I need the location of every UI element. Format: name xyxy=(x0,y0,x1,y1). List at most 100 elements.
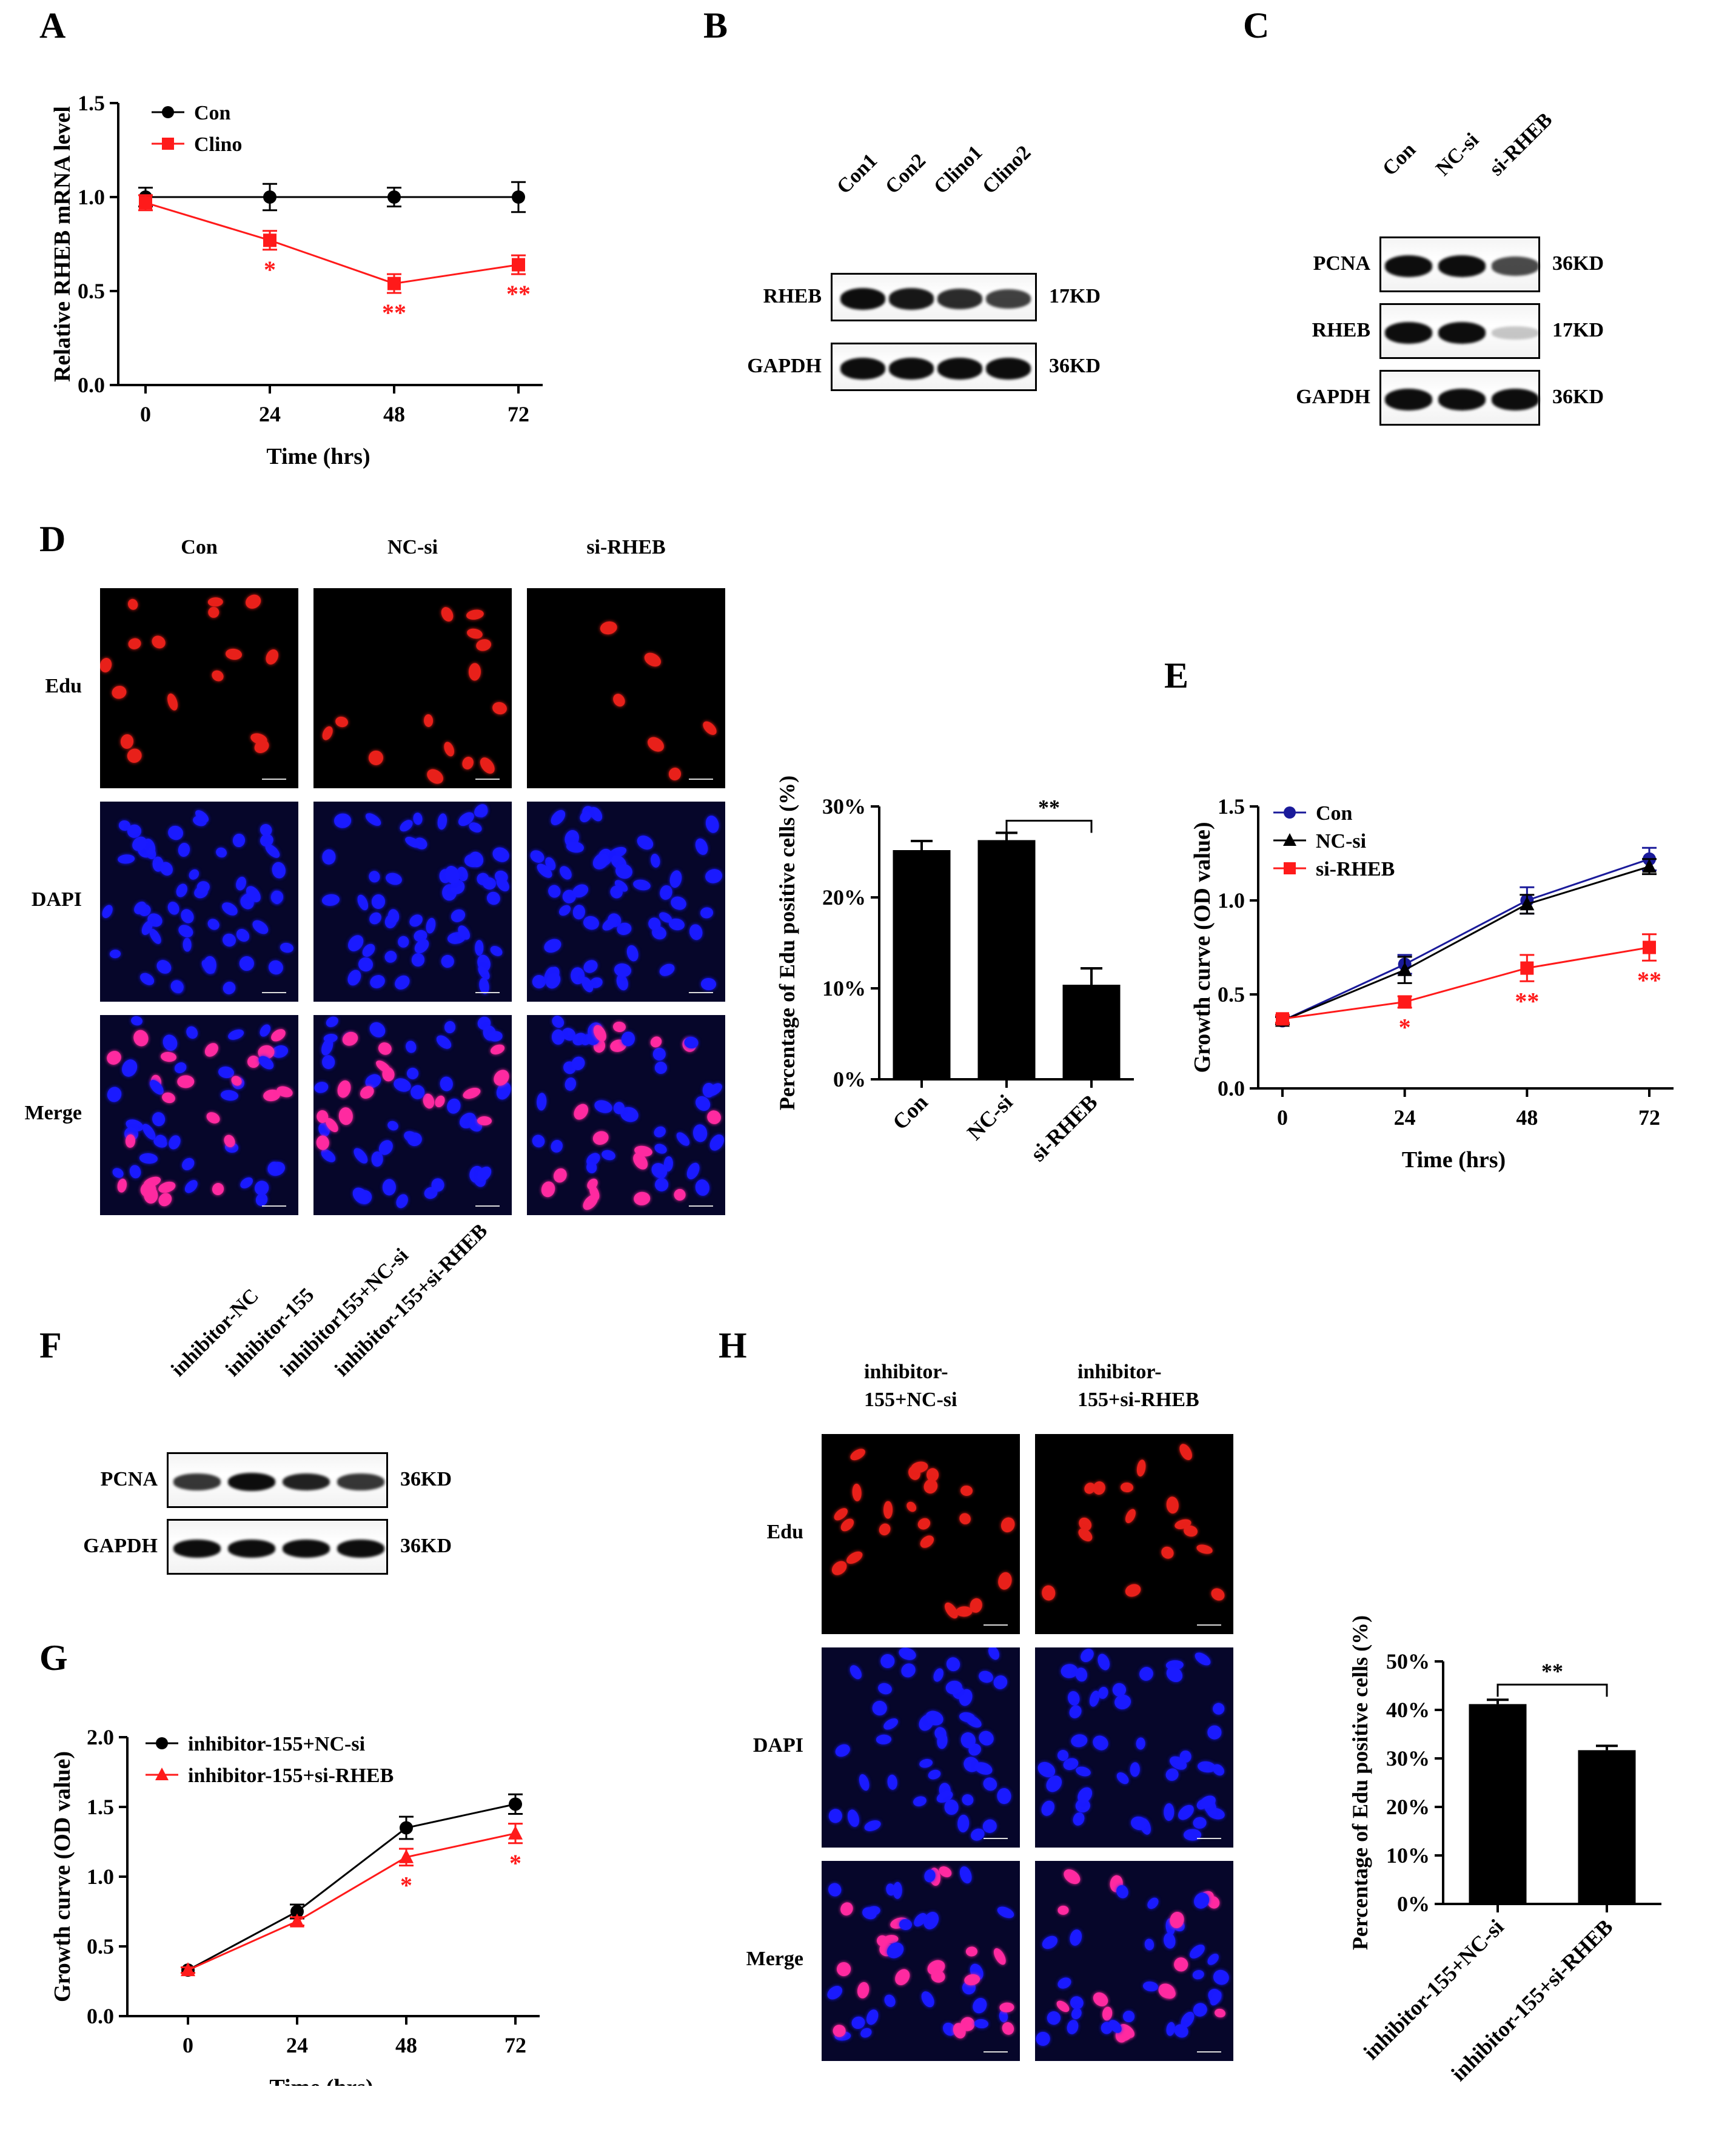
data-point xyxy=(512,190,525,204)
cell-nucleus xyxy=(548,807,568,828)
row-label: DAPI xyxy=(31,888,82,911)
cell-nucleus xyxy=(704,1107,724,1127)
y-tick-label: 2.0 xyxy=(87,1725,114,1749)
chart-h-bar: 0% 10% 20% 30% 40% 50% Percentage of Edu posit… xyxy=(1348,1615,1661,2086)
significance-mark: ** xyxy=(1637,967,1661,994)
cell-nucleus xyxy=(1158,1544,1176,1561)
protein-band xyxy=(1492,389,1539,411)
data-point xyxy=(1642,859,1657,873)
panel-label-e: E xyxy=(1164,655,1189,695)
series-line xyxy=(187,1803,516,1971)
x-tick-label: 48 xyxy=(1516,1105,1538,1130)
cell-nucleus xyxy=(490,845,512,865)
x-tick-label: si-RHEB xyxy=(1026,1090,1102,1166)
legend-label: Con xyxy=(194,102,231,124)
cell-nucleus xyxy=(1095,1652,1113,1672)
cell-nucleus xyxy=(1207,1725,1222,1740)
y-axis-label: Relative RHEB mRNA level xyxy=(50,106,75,382)
micrograph-merge xyxy=(1035,1861,1233,2061)
cell-nucleus xyxy=(1164,1803,1175,1821)
cell-nucleus xyxy=(335,1079,353,1100)
cell-nucleus xyxy=(980,1775,1000,1794)
cell-nucleus xyxy=(434,1033,454,1052)
cell-nucleus xyxy=(384,871,403,887)
scale-bar xyxy=(475,1205,500,1207)
cell-nucleus xyxy=(652,1048,666,1061)
blot-strip xyxy=(831,273,1037,321)
y-tick-label: 1.5 xyxy=(1218,794,1245,819)
protein-band xyxy=(1492,256,1539,276)
cell-nucleus xyxy=(344,967,364,988)
cell-nucleus xyxy=(321,849,336,865)
protein-band xyxy=(173,1540,221,1558)
cell-nucleus xyxy=(1121,2009,1136,2024)
cell-nucleus xyxy=(125,1134,136,1148)
row-label: Edu xyxy=(766,1521,804,1543)
y-tick-label: 30% xyxy=(822,794,866,819)
y-tick-label: 20% xyxy=(822,885,866,910)
cell-nucleus xyxy=(652,1060,669,1076)
cell-nucleus xyxy=(634,833,656,853)
cell-nucleus xyxy=(826,1881,843,1898)
cell-nucleus xyxy=(321,893,341,907)
legend-label: inhibitor-155+si-RHEB xyxy=(188,1764,394,1787)
data-point xyxy=(290,1913,304,1928)
cell-nucleus xyxy=(172,1060,189,1075)
data-point xyxy=(512,258,525,272)
scale-bar xyxy=(984,1624,1008,1626)
cell-nucleus xyxy=(838,1900,856,1918)
cell-nucleus xyxy=(491,700,508,716)
protein-band xyxy=(840,358,885,380)
y-tick-label: 20% xyxy=(1386,1795,1430,1819)
protein-band xyxy=(228,1473,275,1491)
cell-nucleus xyxy=(657,961,677,979)
cell-nucleus xyxy=(397,936,409,948)
series-line xyxy=(187,1832,516,1971)
cell-nucleus xyxy=(468,663,481,681)
cell-nucleus xyxy=(210,1181,226,1198)
cell-nucleus xyxy=(383,948,400,965)
cell-nucleus xyxy=(475,637,493,652)
legend-label: Clino xyxy=(194,133,242,156)
x-tick-label: 24 xyxy=(1394,1105,1416,1130)
row-label: DAPI xyxy=(752,1734,803,1757)
cell-nucleus xyxy=(1193,1816,1207,1829)
x-axis-label: Time (hrs) xyxy=(266,444,370,469)
cell-nucleus xyxy=(236,953,258,974)
cell-nucleus xyxy=(879,1652,896,1670)
legend-marker xyxy=(1284,862,1296,874)
cell-nucleus xyxy=(154,957,174,976)
protein-band xyxy=(337,1473,384,1490)
cell-nucleus xyxy=(313,1080,330,1094)
cell-nucleus xyxy=(477,754,497,776)
cell-nucleus xyxy=(117,853,136,865)
scale-bar xyxy=(1197,1624,1221,1626)
cell-nucleus xyxy=(263,647,281,666)
micrograph-edu xyxy=(822,1434,1020,1634)
cell-nucleus xyxy=(668,766,683,782)
cell-nucleus xyxy=(1191,1968,1205,1980)
cell-nucleus xyxy=(127,637,142,651)
cell-nucleus xyxy=(150,1111,166,1127)
cell-nucleus xyxy=(824,1983,845,2003)
cell-nucleus xyxy=(366,1019,389,1041)
y-tick-label: 10% xyxy=(1386,1843,1430,1868)
cell-nucleus xyxy=(904,1500,919,1514)
cell-nucleus xyxy=(349,1184,372,1207)
cell-nucleus xyxy=(642,650,663,669)
cell-nucleus xyxy=(220,900,240,919)
cell-nucleus xyxy=(918,1989,937,2009)
cell-nucleus xyxy=(1213,2008,1226,2019)
y-axis-label: Growth curve (OD value) xyxy=(1190,822,1215,1073)
micrograph-merge xyxy=(100,1015,298,1215)
cell-nucleus xyxy=(432,1094,447,1110)
cell-nucleus xyxy=(208,597,224,607)
legend-marker xyxy=(162,138,174,150)
cell-nucleus xyxy=(550,1015,567,1030)
significance-mark: * xyxy=(509,1849,521,1877)
y-tick-label: 1.5 xyxy=(78,91,105,115)
column-label: inhibitor- 155+NC-si xyxy=(864,1361,957,1411)
protein-band xyxy=(1385,255,1432,277)
cell-nucleus xyxy=(184,1024,200,1041)
scale-bar xyxy=(689,992,713,993)
